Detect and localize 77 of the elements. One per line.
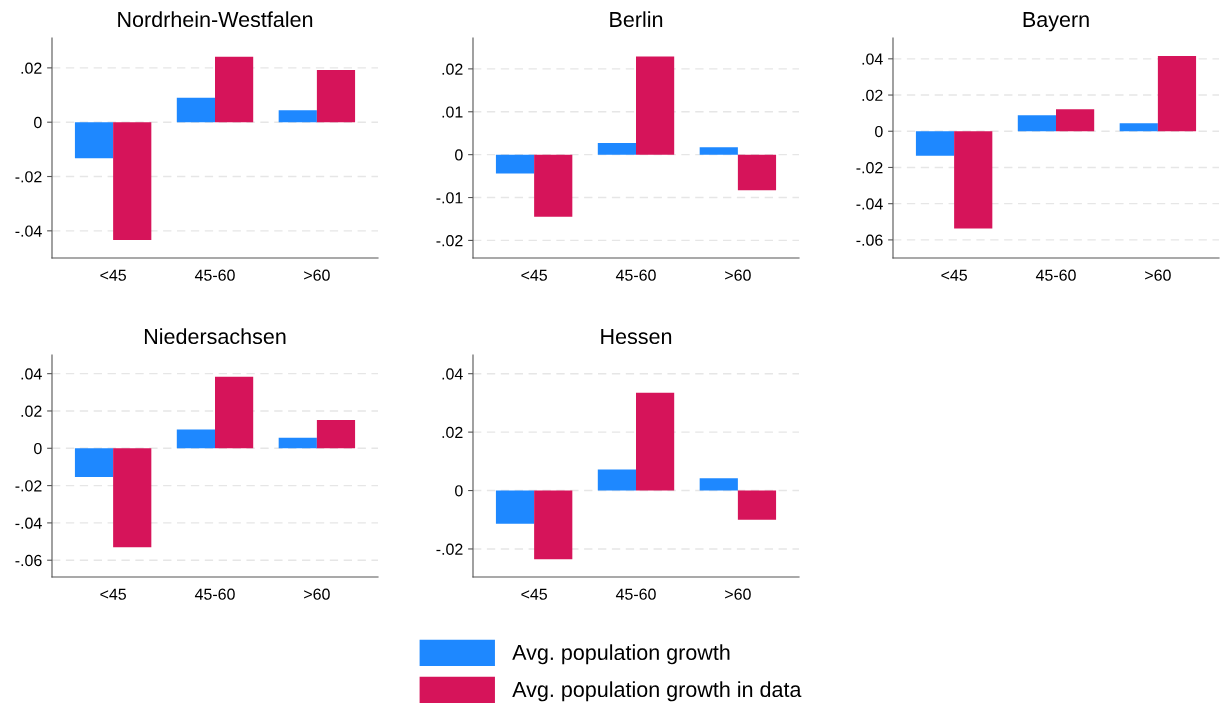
y-tick-label: -.02 <box>856 162 883 174</box>
y-tick-label: .02 <box>862 89 883 101</box>
y-tick-label: .02 <box>21 405 42 417</box>
x-tick-label: >60 <box>725 588 751 600</box>
bar <box>316 420 356 449</box>
bar <box>113 448 152 548</box>
y-tick-label: 0 <box>455 149 463 161</box>
bar <box>215 376 254 449</box>
x-tick-label: >60 <box>725 269 751 281</box>
y-tick-label: -.02 <box>15 480 42 492</box>
chart-title: Nordrhein-Westfalen <box>118 11 313 28</box>
x-tick-label: 45-60 <box>1035 269 1076 281</box>
bar <box>74 448 114 478</box>
bar <box>1157 56 1197 132</box>
x-tick-label: 45-60 <box>615 269 656 281</box>
y-tick-label: -.04 <box>15 517 42 529</box>
y-tick-label: -.04 <box>15 225 42 237</box>
chart-title: Hessen <box>601 329 672 345</box>
bar <box>636 392 675 491</box>
y-tick-label: .01 <box>442 106 463 118</box>
y-tick-label: -.02 <box>436 235 463 247</box>
bar <box>915 131 955 156</box>
y-tick-label: .04 <box>442 368 463 380</box>
x-tick-label: >60 <box>1145 269 1171 281</box>
bar <box>636 56 675 155</box>
bar <box>74 122 114 159</box>
bar <box>113 122 152 241</box>
y-tick-label: -.02 <box>436 543 463 555</box>
bar <box>176 97 215 123</box>
bar <box>316 70 356 123</box>
chart-title: Niedersachsen <box>144 328 286 345</box>
bar <box>278 437 317 449</box>
x-tick-label: 45-60 <box>615 588 656 600</box>
y-tick-label: .02 <box>442 426 463 439</box>
y-tick-label: 0 <box>34 116 42 129</box>
chart-title: Berlin <box>610 11 663 28</box>
y-tick-label: .04 <box>21 368 42 380</box>
bar <box>699 478 738 491</box>
x-tick-label: >60 <box>304 269 330 281</box>
bar <box>534 154 573 217</box>
x-tick-label: <45 <box>521 269 547 281</box>
bar <box>1119 123 1158 132</box>
legend-label: Avg. population growth in data <box>512 681 802 702</box>
y-tick-label: 0 <box>455 485 463 497</box>
y-tick-label: -.06 <box>856 234 883 246</box>
y-tick-label: 0 <box>34 442 42 455</box>
x-tick-label: 45-60 <box>194 588 235 600</box>
y-tick-label: -.01 <box>436 192 463 204</box>
legend-label: Avg. population growth <box>512 644 730 665</box>
bar <box>737 490 777 520</box>
y-tick-label: -.04 <box>856 198 883 210</box>
bar <box>278 110 317 123</box>
x-tick-label: 45-60 <box>194 269 235 281</box>
x-tick-label: <45 <box>100 588 126 600</box>
chart-title: Bayern <box>1023 12 1089 32</box>
y-tick-label: -.02 <box>15 171 42 183</box>
x-tick-label: >60 <box>304 588 330 600</box>
bar <box>1017 115 1056 132</box>
y-tick-label: .02 <box>21 62 42 74</box>
bar <box>176 429 215 449</box>
y-tick-label: -.06 <box>15 554 42 567</box>
bar <box>215 56 254 123</box>
y-tick-label: .02 <box>442 63 463 75</box>
x-tick-label: <45 <box>941 269 967 281</box>
bar <box>737 154 777 191</box>
bar <box>699 147 738 155</box>
x-tick-label: <45 <box>100 269 126 281</box>
bar <box>495 154 535 174</box>
bar <box>597 469 636 491</box>
bar <box>597 143 636 155</box>
bar <box>954 131 993 229</box>
bar <box>495 490 535 524</box>
y-tick-label: 0 <box>875 125 883 138</box>
bar <box>1056 109 1095 132</box>
y-tick-label: .04 <box>862 53 883 65</box>
bar <box>534 490 573 560</box>
x-tick-label: <45 <box>521 588 547 600</box>
